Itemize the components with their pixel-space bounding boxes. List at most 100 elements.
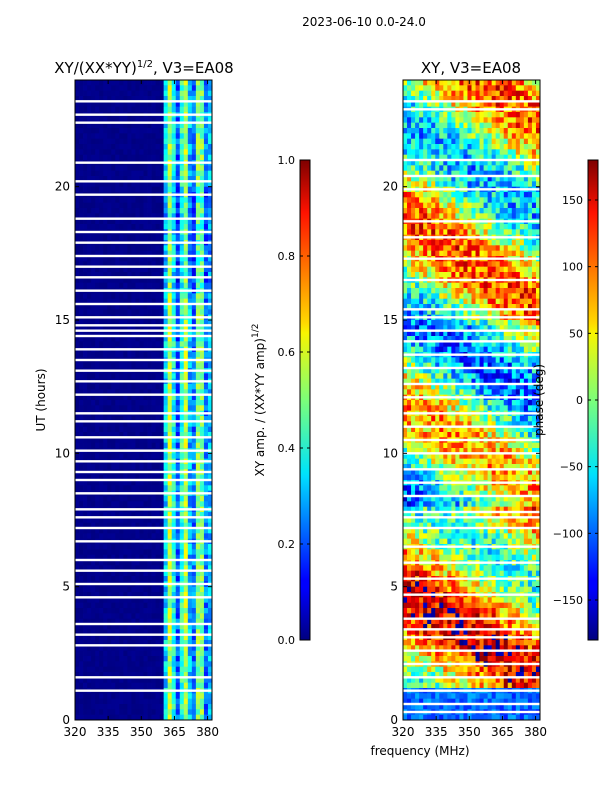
amplitude-heatmap-cell <box>75 234 80 241</box>
amplitude-heatmap-cell <box>91 373 96 380</box>
amplitude-heatmap-cell <box>103 453 108 460</box>
amplitude-heatmap-cell <box>191 272 197 278</box>
amplitude-heatmap-cell <box>99 266 104 273</box>
amplitude-heatmap-cell <box>207 608 212 614</box>
amplitude-heatmap-cell <box>167 533 173 540</box>
amplitude-heatmap-cell <box>99 389 104 396</box>
amplitude-heatmap-cell <box>91 144 96 150</box>
amplitude-heatmap-cell <box>143 197 148 204</box>
amplitude-heatmap-cell <box>131 421 136 428</box>
phase-heatmap-cell <box>407 138 412 145</box>
amplitude-heatmap-cell <box>119 522 124 529</box>
amplitude-heatmap-cell <box>103 672 108 678</box>
amplitude-heatmap-cell <box>151 80 156 86</box>
amplitude-heatmap-cell <box>79 666 84 673</box>
amplitude-heatmap-cell <box>131 234 136 241</box>
amplitude-heatmap-cell <box>171 661 177 668</box>
amplitude-heatmap-cell <box>151 197 156 204</box>
amplitude-heatmap-cell <box>151 586 156 593</box>
amplitude-heatmap-cell <box>187 208 193 214</box>
amplitude-heatmap-cell <box>123 389 128 396</box>
phase-heatmap-cell <box>419 160 424 166</box>
amplitude-heatmap-cell <box>187 293 193 300</box>
phase-heatmap-cell <box>423 122 428 129</box>
amplitude-heatmap-cell <box>119 117 124 124</box>
phase-heatmap-cell <box>483 192 489 198</box>
phase-heatmap-cell <box>459 154 464 161</box>
amplitude-heatmap-cell <box>99 330 104 337</box>
amplitude-heatmap-cell <box>139 186 144 193</box>
amplitude-heatmap-cell <box>183 426 189 433</box>
amplitude-heatmap-cell <box>203 474 209 481</box>
amplitude-heatmap-cell <box>179 517 185 524</box>
amplitude-heatmap-cell <box>143 208 148 214</box>
amplitude-heatmap-cell <box>83 432 88 438</box>
phase-heatmap-cell <box>511 101 517 108</box>
amplitude-heatmap-cell <box>123 698 128 705</box>
phase-heatmap-cell <box>415 85 420 92</box>
amplitude-heatmap-cell <box>75 549 80 556</box>
amplitude-heatmap-cell <box>143 304 148 310</box>
amplitude-heatmap-cell <box>119 698 124 705</box>
phase-heatmap-cell <box>451 144 456 150</box>
amplitude-heatmap-cell <box>159 373 165 380</box>
amplitude-heatmap-cell <box>203 560 209 566</box>
amplitude-heatmap-cell <box>87 122 92 129</box>
amplitude-heatmap-cell <box>163 560 169 566</box>
amplitude-heatmap-cell <box>191 234 197 241</box>
amplitude-heatmap-cell <box>171 266 177 273</box>
amplitude-heatmap-cell <box>203 250 209 257</box>
phase-heatmap-cell <box>435 80 440 86</box>
phase-heatmap-cell <box>427 138 432 145</box>
amplitude-heatmap-cell <box>79 106 84 113</box>
phase-heatmap-cell <box>411 176 416 182</box>
amplitude-heatmap-cell <box>123 208 128 214</box>
amplitude-heatmap-cell <box>175 565 181 572</box>
amplitude-heatmap-cell <box>183 186 189 193</box>
amplitude-heatmap-cell <box>167 522 173 529</box>
amplitude-heatmap-cell <box>87 554 92 561</box>
amplitude-heatmap-cell <box>143 485 148 492</box>
phase-heatmap-cell <box>523 122 529 129</box>
phase-heatmap-cell <box>403 96 408 102</box>
amplitude-heatmap-cell <box>115 682 120 689</box>
amplitude-heatmap-cell <box>159 277 165 284</box>
amplitude-heatmap-cell <box>163 320 169 326</box>
phase-heatmap-cell <box>479 197 484 204</box>
amplitude-heatmap-cell <box>115 176 120 182</box>
amplitude-heatmap-cell <box>179 474 185 481</box>
amplitude-heatmap-cell <box>195 330 201 337</box>
amplitude-heatmap-cell <box>151 629 156 636</box>
phase-heatmap-cell <box>515 122 521 129</box>
amplitude-heatmap-cell <box>187 544 193 550</box>
phase-heatmap-cell <box>499 160 505 166</box>
amplitude-heatmap-cell <box>123 576 128 582</box>
amplitude-heatmap-cell <box>131 624 136 630</box>
amplitude-heatmap-cell <box>183 117 189 124</box>
amplitude-heatmap-cell <box>159 666 165 673</box>
amplitude-heatmap-cell <box>191 496 197 502</box>
amplitude-heatmap-cell <box>135 640 140 646</box>
amplitude-heatmap-cell <box>187 309 193 316</box>
amplitude-heatmap-cell <box>79 373 84 380</box>
amplitude-heatmap-cell <box>127 416 132 422</box>
amplitude-heatmap-cell <box>175 421 181 428</box>
amplitude-heatmap-cell <box>195 592 201 598</box>
amplitude-heatmap-cell <box>131 309 136 316</box>
phase-heatmap-cell <box>527 80 533 86</box>
amplitude-heatmap-cell <box>103 293 108 300</box>
amplitude-heatmap-cell <box>99 704 104 710</box>
phase-heatmap-cell <box>427 101 432 108</box>
amplitude-ylabel: UT (hours) <box>34 368 48 431</box>
amplitude-heatmap-cell <box>111 277 116 284</box>
phase-heatmap-cell <box>435 181 440 188</box>
amplitude-heatmap-cell <box>179 298 185 305</box>
amplitude-heatmap-cell <box>107 384 112 390</box>
amplitude-heatmap-cell <box>207 624 212 630</box>
amplitude-heatmap-cell <box>119 298 124 305</box>
amplitude-heatmap-cell <box>179 592 185 598</box>
phase-heatmap-cell <box>423 149 428 156</box>
phase-heatmap-cell <box>411 202 416 209</box>
amplitude-heatmap-cell <box>79 405 84 412</box>
amplitude-heatmap-cell <box>119 106 124 113</box>
